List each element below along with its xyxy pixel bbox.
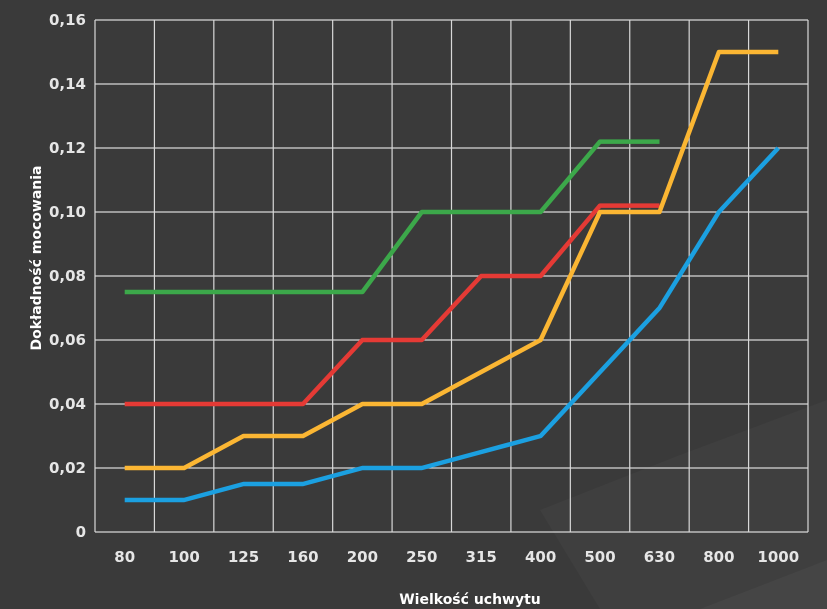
y-tick-label: 0,10 <box>49 203 86 221</box>
y-axis-ticks: 0 0,02 0,04 0,06 0,08 0,10 0,12 0,14 0,16 <box>49 11 86 541</box>
x-tick-label: 80 <box>114 548 135 566</box>
x-axis-ticks: 80 100 125 160 200 250 315 400 500 630 800 1000 <box>114 548 799 566</box>
y-tick-label: 0,14 <box>49 75 86 93</box>
x-tick-label: 160 <box>287 548 318 566</box>
grid <box>94 19 809 533</box>
y-tick-label: 0,08 <box>49 267 86 285</box>
series-line-4 <box>124 146 780 503</box>
x-tick-label: 630 <box>644 548 675 566</box>
x-tick-label: 200 <box>347 548 378 566</box>
y-tick-label: 0,06 <box>49 331 86 349</box>
x-tick-label: 250 <box>406 548 437 566</box>
series-line-3 <box>124 49 779 471</box>
y-tick-label: 0,16 <box>49 11 86 29</box>
x-tick-label: 125 <box>228 548 259 566</box>
y-tick-label: 0,12 <box>49 139 86 157</box>
x-tick-label: 500 <box>584 548 615 566</box>
y-tick-label: 0,04 <box>49 395 86 413</box>
x-tick-label: 1000 <box>757 548 799 566</box>
x-tick-label: 800 <box>703 548 734 566</box>
series-line-2 <box>124 203 660 407</box>
background-decor <box>540 400 827 609</box>
x-axis-title: Wielkość uchwytu <box>399 592 541 608</box>
x-tick-label: 100 <box>168 548 199 566</box>
y-tick-label: 0 <box>76 523 86 541</box>
series-line-1 <box>124 139 660 295</box>
y-axis-title: Dokładność mocowania <box>29 165 45 350</box>
y-tick-label: 0,02 <box>49 459 86 477</box>
x-tick-label: 400 <box>525 548 556 566</box>
x-tick-label: 315 <box>466 548 497 566</box>
series-lines <box>124 49 780 503</box>
